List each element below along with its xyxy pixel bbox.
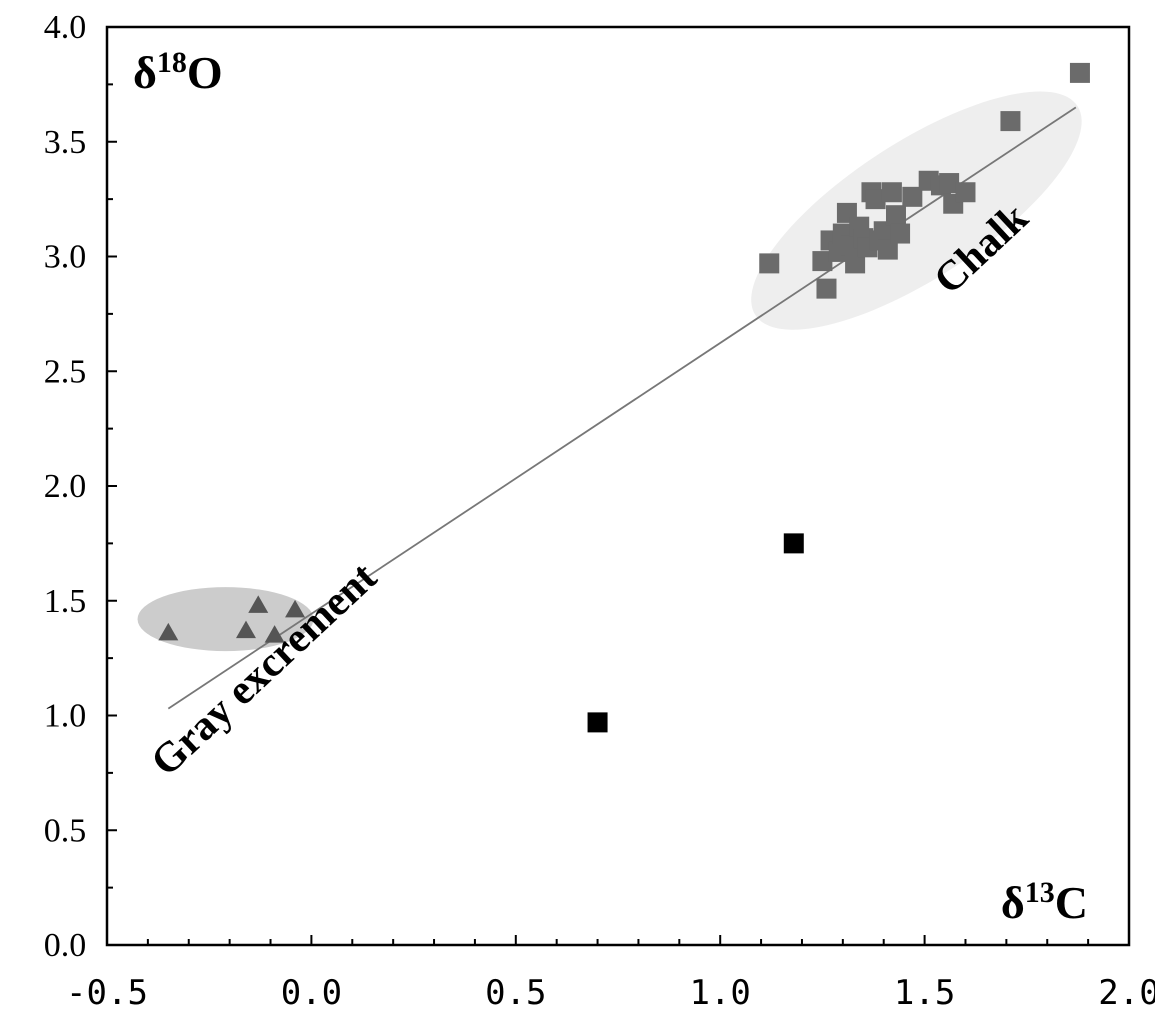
point-square-1-18 [885, 205, 906, 226]
point-square-1-15 [873, 221, 894, 242]
y-tick-label: 2.0 [44, 468, 87, 505]
point-square-1-1 [812, 251, 833, 272]
point-triangle-0-0 [158, 622, 179, 641]
point-square-2-0 [587, 712, 608, 733]
point-square-1-25 [955, 182, 976, 203]
point-triangle-0-4 [285, 599, 306, 618]
cluster-ellipses [137, 91, 1082, 652]
x-tick-label: 1.5 [894, 973, 955, 1013]
y-tick-label: 3.5 [44, 124, 87, 161]
y-tick-label: 3.0 [44, 239, 87, 276]
point-square-1-20 [902, 186, 923, 207]
y-axis-title: δ18O [133, 46, 223, 98]
x-tick-label: 0.5 [485, 973, 546, 1013]
x-axis-title-symbol: δ [1001, 877, 1025, 928]
x-tick-label: 0.0 [281, 973, 342, 1013]
x-axis-title-superscript: 13 [1025, 876, 1055, 909]
point-square-1-13 [865, 189, 886, 210]
y-tick-label: 1.5 [44, 583, 87, 620]
y-tick-label: 1.0 [44, 698, 87, 735]
point-square-1-2 [816, 278, 837, 299]
trend-line [167, 106, 1077, 710]
trend-line-layer [167, 106, 1077, 710]
x-tick-label: 2.0 [1098, 973, 1155, 1013]
point-square-1-23 [939, 173, 960, 194]
point-triangle-0-2 [248, 595, 269, 613]
data-points [158, 62, 1090, 733]
cluster-ellipse-chalk [751, 91, 1082, 330]
y-tick-label: 4.0 [44, 9, 87, 46]
point-triangle-0-1 [235, 620, 256, 639]
point-square-1-27 [1069, 62, 1090, 83]
x-axis-title-element: C [1055, 877, 1088, 928]
point-square-1-0 [759, 253, 780, 274]
point-square-1-16 [877, 239, 898, 260]
point-square-2-1 [783, 533, 804, 554]
point-square-1-17 [881, 182, 902, 203]
y-tick-label: 0.0 [44, 927, 87, 964]
y-axis-title-element: O [187, 47, 223, 98]
y-axis-title-symbol: δ [133, 47, 157, 98]
y-tick-label: 2.5 [44, 353, 87, 390]
point-square-1-8 [845, 253, 866, 274]
point-square-1-26 [1000, 111, 1021, 132]
axis-ticks: 0.0 0.5 1.0 1.5 2.0 2.5 3.0 3.5 4.0 -0.5 0.0 0.5 1.0… [44, 9, 1155, 1013]
x-tick-label: 1.0 [689, 973, 750, 1013]
y-axis-title-superscript: 18 [157, 46, 187, 79]
x-tick-label: -0.5 [66, 973, 148, 1013]
point-triangle-0-3 [264, 625, 285, 643]
point-square-1-19 [890, 223, 911, 244]
label-gray-excrement: Gray excrement [142, 554, 385, 785]
y-tick-label: 0.5 [44, 812, 87, 849]
x-axis-title: δ13C [1001, 876, 1088, 928]
